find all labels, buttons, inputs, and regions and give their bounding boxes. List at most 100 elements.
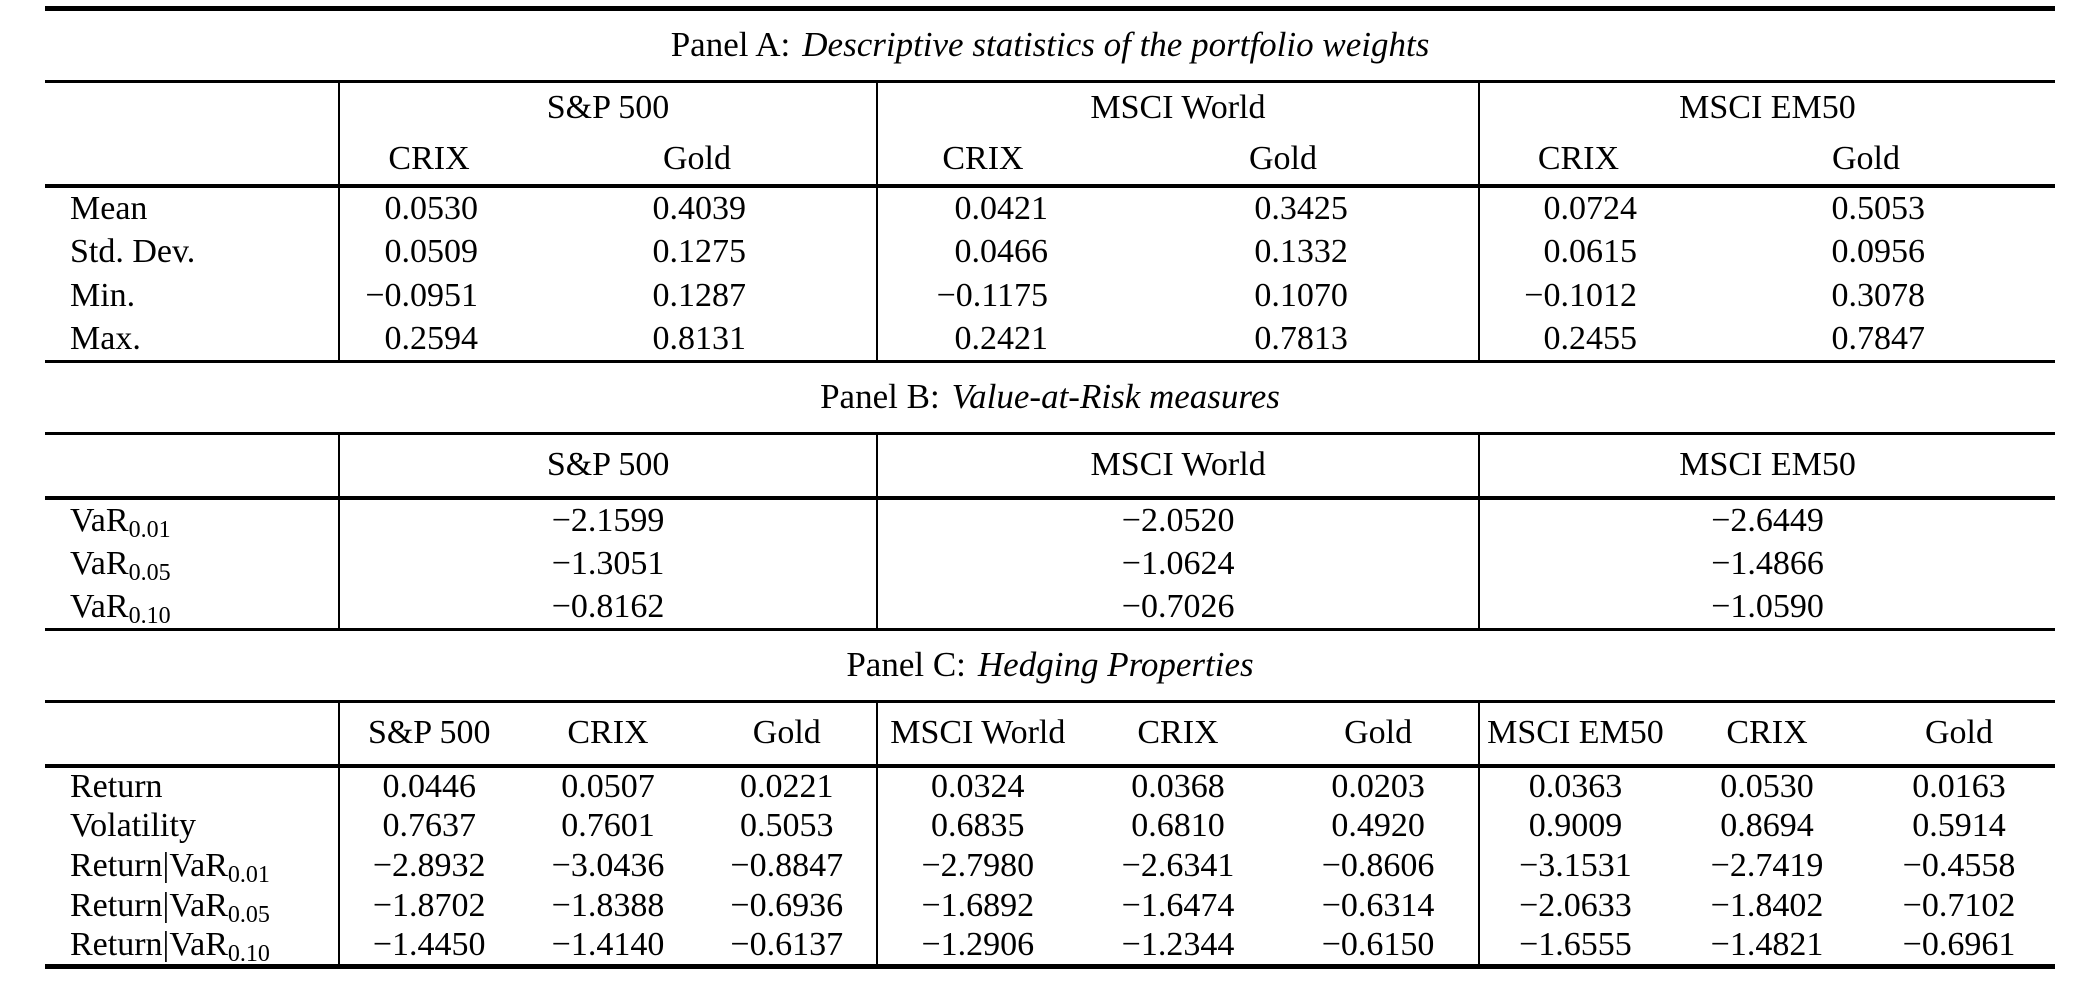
value-cell: 0.4039 bbox=[652, 189, 746, 227]
group-header-msci-world: MSCI World bbox=[875, 81, 1479, 134]
value-cell: 0.3078 bbox=[1831, 276, 1926, 314]
value-cell: −1.6474 bbox=[1121, 886, 1235, 924]
value-cell: −2.0520 bbox=[876, 497, 1480, 542]
value-cell: −2.6341 bbox=[1121, 846, 1235, 884]
value-cell: 0.0163 bbox=[1912, 767, 2006, 805]
value-cell: −0.6137 bbox=[730, 925, 844, 963]
table-row-max: Max. 0.2594 0.8131 0.2421 0.7813 0.2455 … bbox=[45, 317, 2055, 362]
value-cell: 0.0324 bbox=[875, 765, 1078, 806]
value-cell: 0.0203 bbox=[1331, 767, 1425, 805]
table-row-return-var-001: Return|VaR0.01 −2.8932 −3.0436 −0.8847 −… bbox=[45, 845, 2055, 888]
value-cell: 0.1287 bbox=[652, 276, 746, 314]
table-row-volatility: Volatility 0.7637 0.7601 0.5053 0.6835 0… bbox=[45, 805, 2055, 846]
table-row-var-001: VaR0.01 −2.1599 −2.0520 −2.6449 bbox=[45, 497, 2055, 542]
panel-c-title-prefix: Panel C: bbox=[846, 645, 966, 684]
value-cell: −1.8702 bbox=[338, 885, 519, 926]
table-row-var-010: VaR0.10 −0.8162 −0.7026 −1.0590 bbox=[45, 585, 2055, 630]
row-label: Std. Dev. bbox=[45, 230, 339, 274]
panel-b-header-row: S&P 500 MSCI World MSCI EM50 bbox=[45, 433, 2055, 500]
value-cell: −1.8402 bbox=[1710, 886, 1824, 924]
value-cell: 0.9009 bbox=[1477, 805, 1672, 846]
panel-a-title-emphasis: Descriptive statistics of the portfolio … bbox=[802, 25, 1430, 64]
value-cell: −2.7419 bbox=[1710, 846, 1824, 884]
row-label: Volatility bbox=[45, 806, 339, 846]
group-header-msci-em50: MSCI EM50 bbox=[1477, 81, 2055, 134]
sub-header-gold: Gold bbox=[1766, 133, 2055, 188]
value-cell: −0.8606 bbox=[1321, 846, 1435, 884]
col-header-msci-world: MSCI World bbox=[875, 701, 1078, 768]
value-cell: 0.0724 bbox=[1477, 185, 1767, 230]
value-cell: −1.4450 bbox=[338, 925, 519, 966]
value-cell: −0.6936 bbox=[730, 886, 844, 924]
panel-b-title-prefix: Panel B: bbox=[820, 377, 940, 416]
row-label: Max. bbox=[45, 318, 339, 362]
value-cell: −0.6961 bbox=[1902, 925, 2016, 963]
row-label-text: VaR bbox=[70, 587, 129, 625]
row-label-text: Return|VaR bbox=[70, 886, 228, 924]
row-label-text: Min. bbox=[70, 276, 136, 314]
value-cell: −2.8932 bbox=[338, 845, 519, 886]
value-cell: 0.0530 bbox=[1720, 767, 1814, 805]
value-cell: −1.4140 bbox=[551, 925, 665, 963]
value-cell: −0.4558 bbox=[1902, 846, 2016, 884]
value-cell: 0.7601 bbox=[561, 806, 655, 844]
value-cell: −3.0436 bbox=[551, 846, 665, 884]
row-label-subscript: 0.01 bbox=[227, 861, 270, 888]
empty-header-cell bbox=[45, 133, 340, 188]
table-row-return-var-010: Return|VaR0.10 −1.4450 −1.4140 −0.6137 −… bbox=[45, 925, 2055, 967]
value-cell: 0.1275 bbox=[652, 232, 746, 270]
col-header-crix: CRIX bbox=[518, 701, 698, 768]
value-cell: 0.7637 bbox=[338, 805, 519, 846]
sub-header-crix: CRIX bbox=[1477, 133, 1767, 188]
panel-a-sub-header-row: CRIX Gold CRIX Gold CRIX Gold bbox=[45, 133, 2055, 188]
col-header-crix: CRIX bbox=[1671, 701, 1863, 768]
col-header-sp500: S&P 500 bbox=[338, 701, 519, 768]
value-cell: −1.4821 bbox=[1710, 925, 1824, 963]
row-label: VaR0.01 bbox=[45, 498, 339, 542]
value-cell: −1.4866 bbox=[1478, 541, 2055, 586]
table-row-mean: Mean 0.0530 0.4039 0.0421 0.3425 0.0724 … bbox=[45, 185, 2055, 230]
row-label: VaR0.10 bbox=[45, 586, 339, 630]
sub-header-gold: Gold bbox=[1178, 133, 1479, 188]
row-label-text: Max. bbox=[70, 319, 141, 357]
panel-a-table: S&P 500 MSCI World MSCI EM50 CRIX Gold C… bbox=[45, 80, 2055, 363]
row-label-text: Return|VaR bbox=[70, 925, 228, 963]
value-cell: 0.0421 bbox=[875, 185, 1179, 230]
row-label: Return|VaR0.01 bbox=[45, 846, 339, 888]
value-cell: −0.0951 bbox=[338, 273, 608, 318]
value-cell: −2.1599 bbox=[338, 497, 878, 542]
row-label: Return bbox=[45, 766, 339, 806]
group-header-msci-world: MSCI World bbox=[876, 433, 1480, 500]
col-header-gold: Gold bbox=[1278, 701, 1479, 768]
value-cell: −1.3051 bbox=[338, 541, 878, 586]
value-cell: −0.8847 bbox=[730, 846, 844, 884]
value-cell: −0.1175 bbox=[875, 273, 1179, 318]
value-cell: 0.0368 bbox=[1131, 767, 1225, 805]
panel-c-table: S&P 500 CRIX Gold MSCI World CRIX Gold M… bbox=[45, 700, 2055, 969]
row-label-subscript: 0.05 bbox=[227, 901, 270, 928]
value-cell: −1.0624 bbox=[876, 541, 1480, 586]
value-cell: −0.7102 bbox=[1902, 886, 2016, 924]
value-cell: 0.7813 bbox=[1254, 319, 1348, 357]
panel-a-group-header-row: S&P 500 MSCI World MSCI EM50 bbox=[45, 81, 2055, 134]
row-label-text: Return bbox=[70, 767, 163, 805]
value-cell: −1.6892 bbox=[875, 885, 1078, 926]
value-cell: 0.0509 bbox=[338, 229, 608, 274]
value-cell: −1.2344 bbox=[1121, 925, 1235, 963]
row-label: Mean bbox=[45, 186, 339, 230]
panel-a-title: Panel A: Descriptive statistics of the po… bbox=[45, 11, 2055, 80]
value-cell: −1.6555 bbox=[1477, 925, 1672, 966]
sub-header-crix: CRIX bbox=[338, 133, 608, 188]
top-rule bbox=[45, 6, 2055, 11]
panel-b-table: S&P 500 MSCI World MSCI EM50 VaR0.01 −2.… bbox=[45, 432, 2055, 631]
table-row-return-var-005: Return|VaR0.05 −1.8702 −1.8388 −0.6936 −… bbox=[45, 885, 2055, 928]
panel-c-header-row: S&P 500 CRIX Gold MSCI World CRIX Gold M… bbox=[45, 701, 2055, 768]
panel-c-title: Panel C: Hedging Properties bbox=[45, 631, 2055, 700]
row-label: VaR0.05 bbox=[45, 542, 339, 586]
col-header-gold: Gold bbox=[697, 701, 877, 768]
value-cell: 0.0466 bbox=[875, 229, 1179, 274]
row-label: Return|VaR0.10 bbox=[45, 926, 339, 967]
value-cell: −1.0590 bbox=[1478, 585, 2055, 630]
group-header-msci-em50: MSCI EM50 bbox=[1478, 433, 2055, 500]
row-label-text: Return|VaR bbox=[70, 846, 228, 884]
